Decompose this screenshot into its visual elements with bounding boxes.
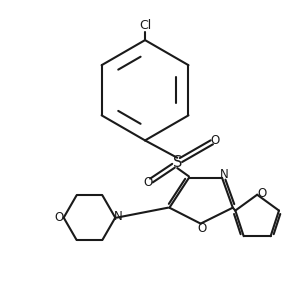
Text: S: S: [173, 156, 182, 170]
Text: N: N: [114, 210, 123, 223]
Text: O: O: [258, 187, 267, 200]
Text: O: O: [211, 134, 220, 147]
Text: N: N: [220, 168, 229, 181]
Text: O: O: [54, 211, 63, 224]
Text: O: O: [143, 176, 153, 189]
Text: O: O: [198, 222, 207, 235]
Text: Cl: Cl: [139, 19, 151, 32]
